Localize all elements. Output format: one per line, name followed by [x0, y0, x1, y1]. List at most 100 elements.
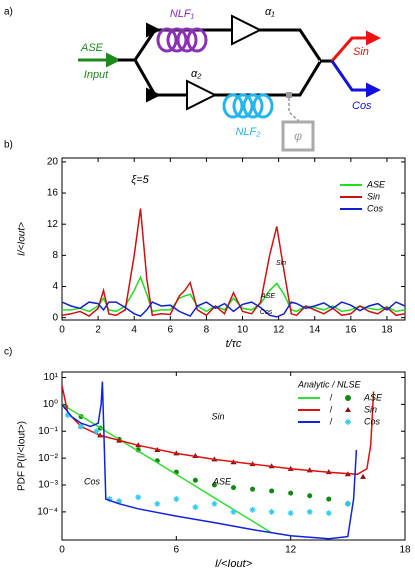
y-tick-label: 10⁻⁴ [37, 507, 58, 518]
alpha1-label: α₁ [265, 6, 275, 18]
phase-box [281, 120, 315, 152]
x-tick-label: 0 [59, 325, 65, 336]
nlf1-label: NLF₁ [170, 8, 195, 20]
x-tick-label: 16 [345, 325, 357, 336]
cos-label: Cos [352, 100, 372, 112]
legend-label: Sin [367, 191, 380, 201]
legend-label: ASE [366, 179, 386, 189]
x-tick-label: 8 [204, 325, 210, 336]
nlse-point [211, 482, 217, 488]
annotation: Cos [260, 309, 273, 316]
panel-label: c) [4, 347, 12, 358]
legend-marker [345, 395, 351, 401]
nlse-point [230, 508, 237, 515]
series-line [62, 301, 405, 318]
y-tick-label: 4 [52, 281, 58, 292]
nlse-point [344, 500, 351, 507]
ase-label: ASE [80, 42, 104, 54]
plot-frame [61, 157, 406, 321]
y-tick-label: 10⁰ [43, 399, 58, 410]
panel-label: b) [4, 140, 13, 151]
nlse-point [192, 504, 199, 511]
fiber-coil [222, 93, 274, 119]
nlse-point [78, 423, 85, 430]
legend-slash: / [330, 416, 333, 426]
annotation: ASE [260, 293, 275, 300]
nlse-point [307, 493, 313, 499]
x-tick-label: 14 [309, 325, 321, 336]
fiber-coil [156, 27, 208, 53]
y-tick-label: 20 [47, 157, 59, 168]
annotation: Sin [276, 260, 286, 267]
annotation: Sin [211, 411, 224, 421]
y-tick-label: 10⁻² [38, 453, 58, 464]
y-tick-label: 10⁻¹ [38, 426, 58, 437]
plot-frame [61, 371, 406, 541]
series-line [62, 385, 375, 476]
legend-slash: / [330, 392, 333, 402]
legend-slash: / [330, 404, 333, 414]
nlse-point [268, 508, 275, 515]
x-tick-label: 6 [168, 325, 174, 336]
legend-marker [345, 407, 351, 412]
plot-area [62, 381, 375, 540]
y-tick-label: 8 [52, 250, 58, 261]
nlse-point [360, 473, 367, 479]
x-tick-label: 18 [381, 325, 393, 336]
amplifier [186, 79, 218, 111]
legend-marker [345, 419, 351, 425]
annotation: Cos [84, 476, 101, 486]
annotation: ASE [212, 476, 232, 486]
nlse-point [106, 496, 113, 503]
diagram: a) φ NLF₁ α₁ α₂ NLF₂ ASE Input Sin Cos [4, 6, 381, 152]
nlse-point [116, 498, 123, 505]
series-line [62, 275, 405, 313]
legend-title: Analytic / NLSE [297, 379, 362, 389]
legend-label: Cos [367, 203, 384, 213]
x-tick-label: 0 [59, 545, 65, 556]
phase-point [286, 92, 292, 98]
y-tick-label: 0 [52, 312, 58, 323]
y-tick-label: 10¹ [44, 372, 59, 383]
series-line [62, 208, 405, 318]
nlse-point [154, 500, 161, 507]
x-axis-label: t/τc [226, 338, 242, 350]
sin-arrow [330, 30, 381, 62]
x-tick-label: 6 [174, 545, 180, 556]
y-tick-label: 12 [47, 219, 59, 230]
y-tick-label: 16 [47, 188, 59, 199]
x-tick-label: 4 [131, 325, 137, 336]
nlse-point [64, 412, 71, 419]
nlse-point [211, 500, 218, 507]
x-tick-label: 12 [285, 545, 297, 556]
nlse-point [250, 486, 256, 492]
nlse-point [93, 428, 100, 435]
y-axis-label: PDF P(I/<Iout>) [17, 421, 28, 491]
phi-label: φ [294, 129, 302, 143]
y-axis-label: I/<Iout> [17, 222, 28, 256]
legend-label: ASE [363, 392, 383, 402]
nlse-point [306, 508, 313, 515]
x-tick-label: 10 [237, 325, 249, 336]
x-axis-label: I/<Iout> [215, 558, 253, 570]
nlse-point [287, 510, 294, 517]
nlse-point [269, 488, 275, 494]
dashed-link [288, 98, 301, 123]
legend-label: Cos [364, 416, 381, 426]
nlse-point [249, 506, 256, 513]
input-label: Input [84, 69, 109, 81]
nlse-point [326, 496, 332, 502]
nlse-point [135, 494, 142, 501]
cos-arrow [330, 60, 381, 98]
amplifier [231, 14, 263, 46]
x-tick-label: 2 [95, 325, 101, 336]
interferometer [118, 28, 332, 97]
y-tick-label: 10⁻³ [38, 480, 58, 491]
plot-area [62, 208, 405, 318]
annotation: ξ=5 [131, 174, 149, 186]
alpha2-label: α₂ [191, 68, 202, 80]
legend-label: Sin [364, 404, 377, 414]
nlse-point [325, 510, 332, 517]
nlse-point [231, 485, 236, 491]
